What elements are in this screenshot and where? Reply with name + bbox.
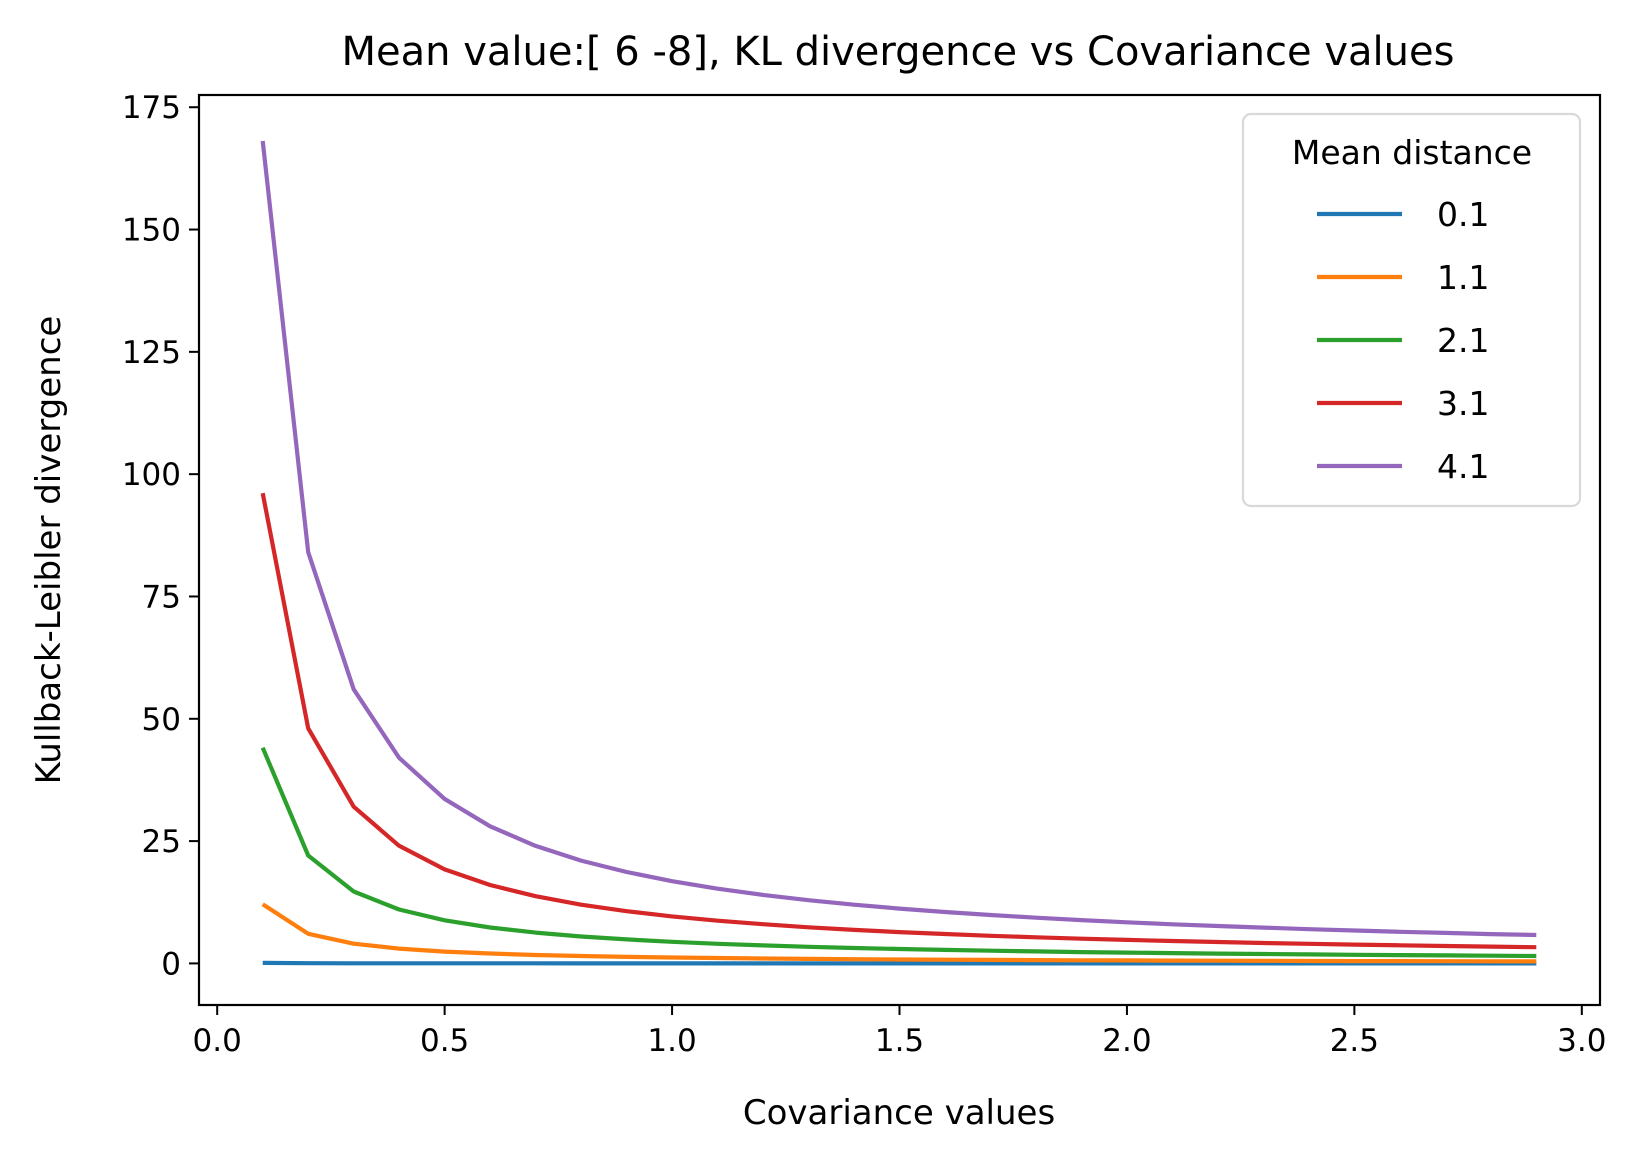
chart-title: Mean value:[ 6 -8], KL divergence vs Cov… [342, 29, 1455, 75]
series-layer [260, 140, 1537, 966]
x-tick-label: 2.5 [1330, 1023, 1379, 1059]
series-line-3-1 [260, 492, 1537, 950]
series-line-0-1 [262, 960, 1537, 966]
legend-title: Mean distance [1292, 133, 1532, 172]
x-axis-label: Covariance values [743, 1093, 1055, 1133]
x-tick-label: 1.5 [875, 1023, 924, 1059]
y-tick-label: 175 [122, 90, 181, 126]
x-axis: 0.0 0.5 1.0 1.5 2.0 2.5 3.0 [193, 1005, 1606, 1059]
y-tick-label: 125 [122, 335, 181, 371]
legend-label-0-1: 0.1 [1437, 195, 1489, 234]
plot-area [197, 93, 1602, 1007]
x-tick-label: 0.5 [420, 1023, 469, 1059]
legend-label-1-1: 1.1 [1437, 258, 1489, 297]
legend: Mean distance 0.1 1.1 2.1 3.1 4.1 [1241, 112, 1582, 508]
series-line-2-1 [260, 746, 1537, 959]
y-tick-label: 0 [161, 946, 181, 982]
legend-label-4-1: 4.1 [1437, 447, 1489, 486]
x-tick-label: 3.0 [1557, 1023, 1606, 1059]
y-tick-label: 25 [142, 824, 181, 860]
legend-label-3-1: 3.1 [1437, 384, 1489, 423]
y-axis: 0 25 50 75 100 125 150 175 [122, 90, 199, 982]
y-tick-label: 50 [142, 702, 181, 738]
y-tick-label: 100 [122, 457, 181, 493]
series-line-1-1 [261, 902, 1537, 964]
x-tick-label: 2.0 [1102, 1023, 1151, 1059]
series-line-4-1 [260, 140, 1537, 938]
legend-label-2-1: 2.1 [1437, 321, 1489, 360]
y-tick-label: 150 [122, 213, 181, 249]
y-axis-label: Kullback-Leibler divergence [29, 316, 69, 785]
x-tick-label: 0.0 [193, 1023, 242, 1059]
legend-box [1241, 112, 1582, 508]
x-tick-label: 1.0 [647, 1023, 696, 1059]
y-tick-label: 75 [142, 579, 181, 615]
legend-entries: 0.1 1.1 2.1 3.1 4.1 [1317, 195, 1489, 486]
